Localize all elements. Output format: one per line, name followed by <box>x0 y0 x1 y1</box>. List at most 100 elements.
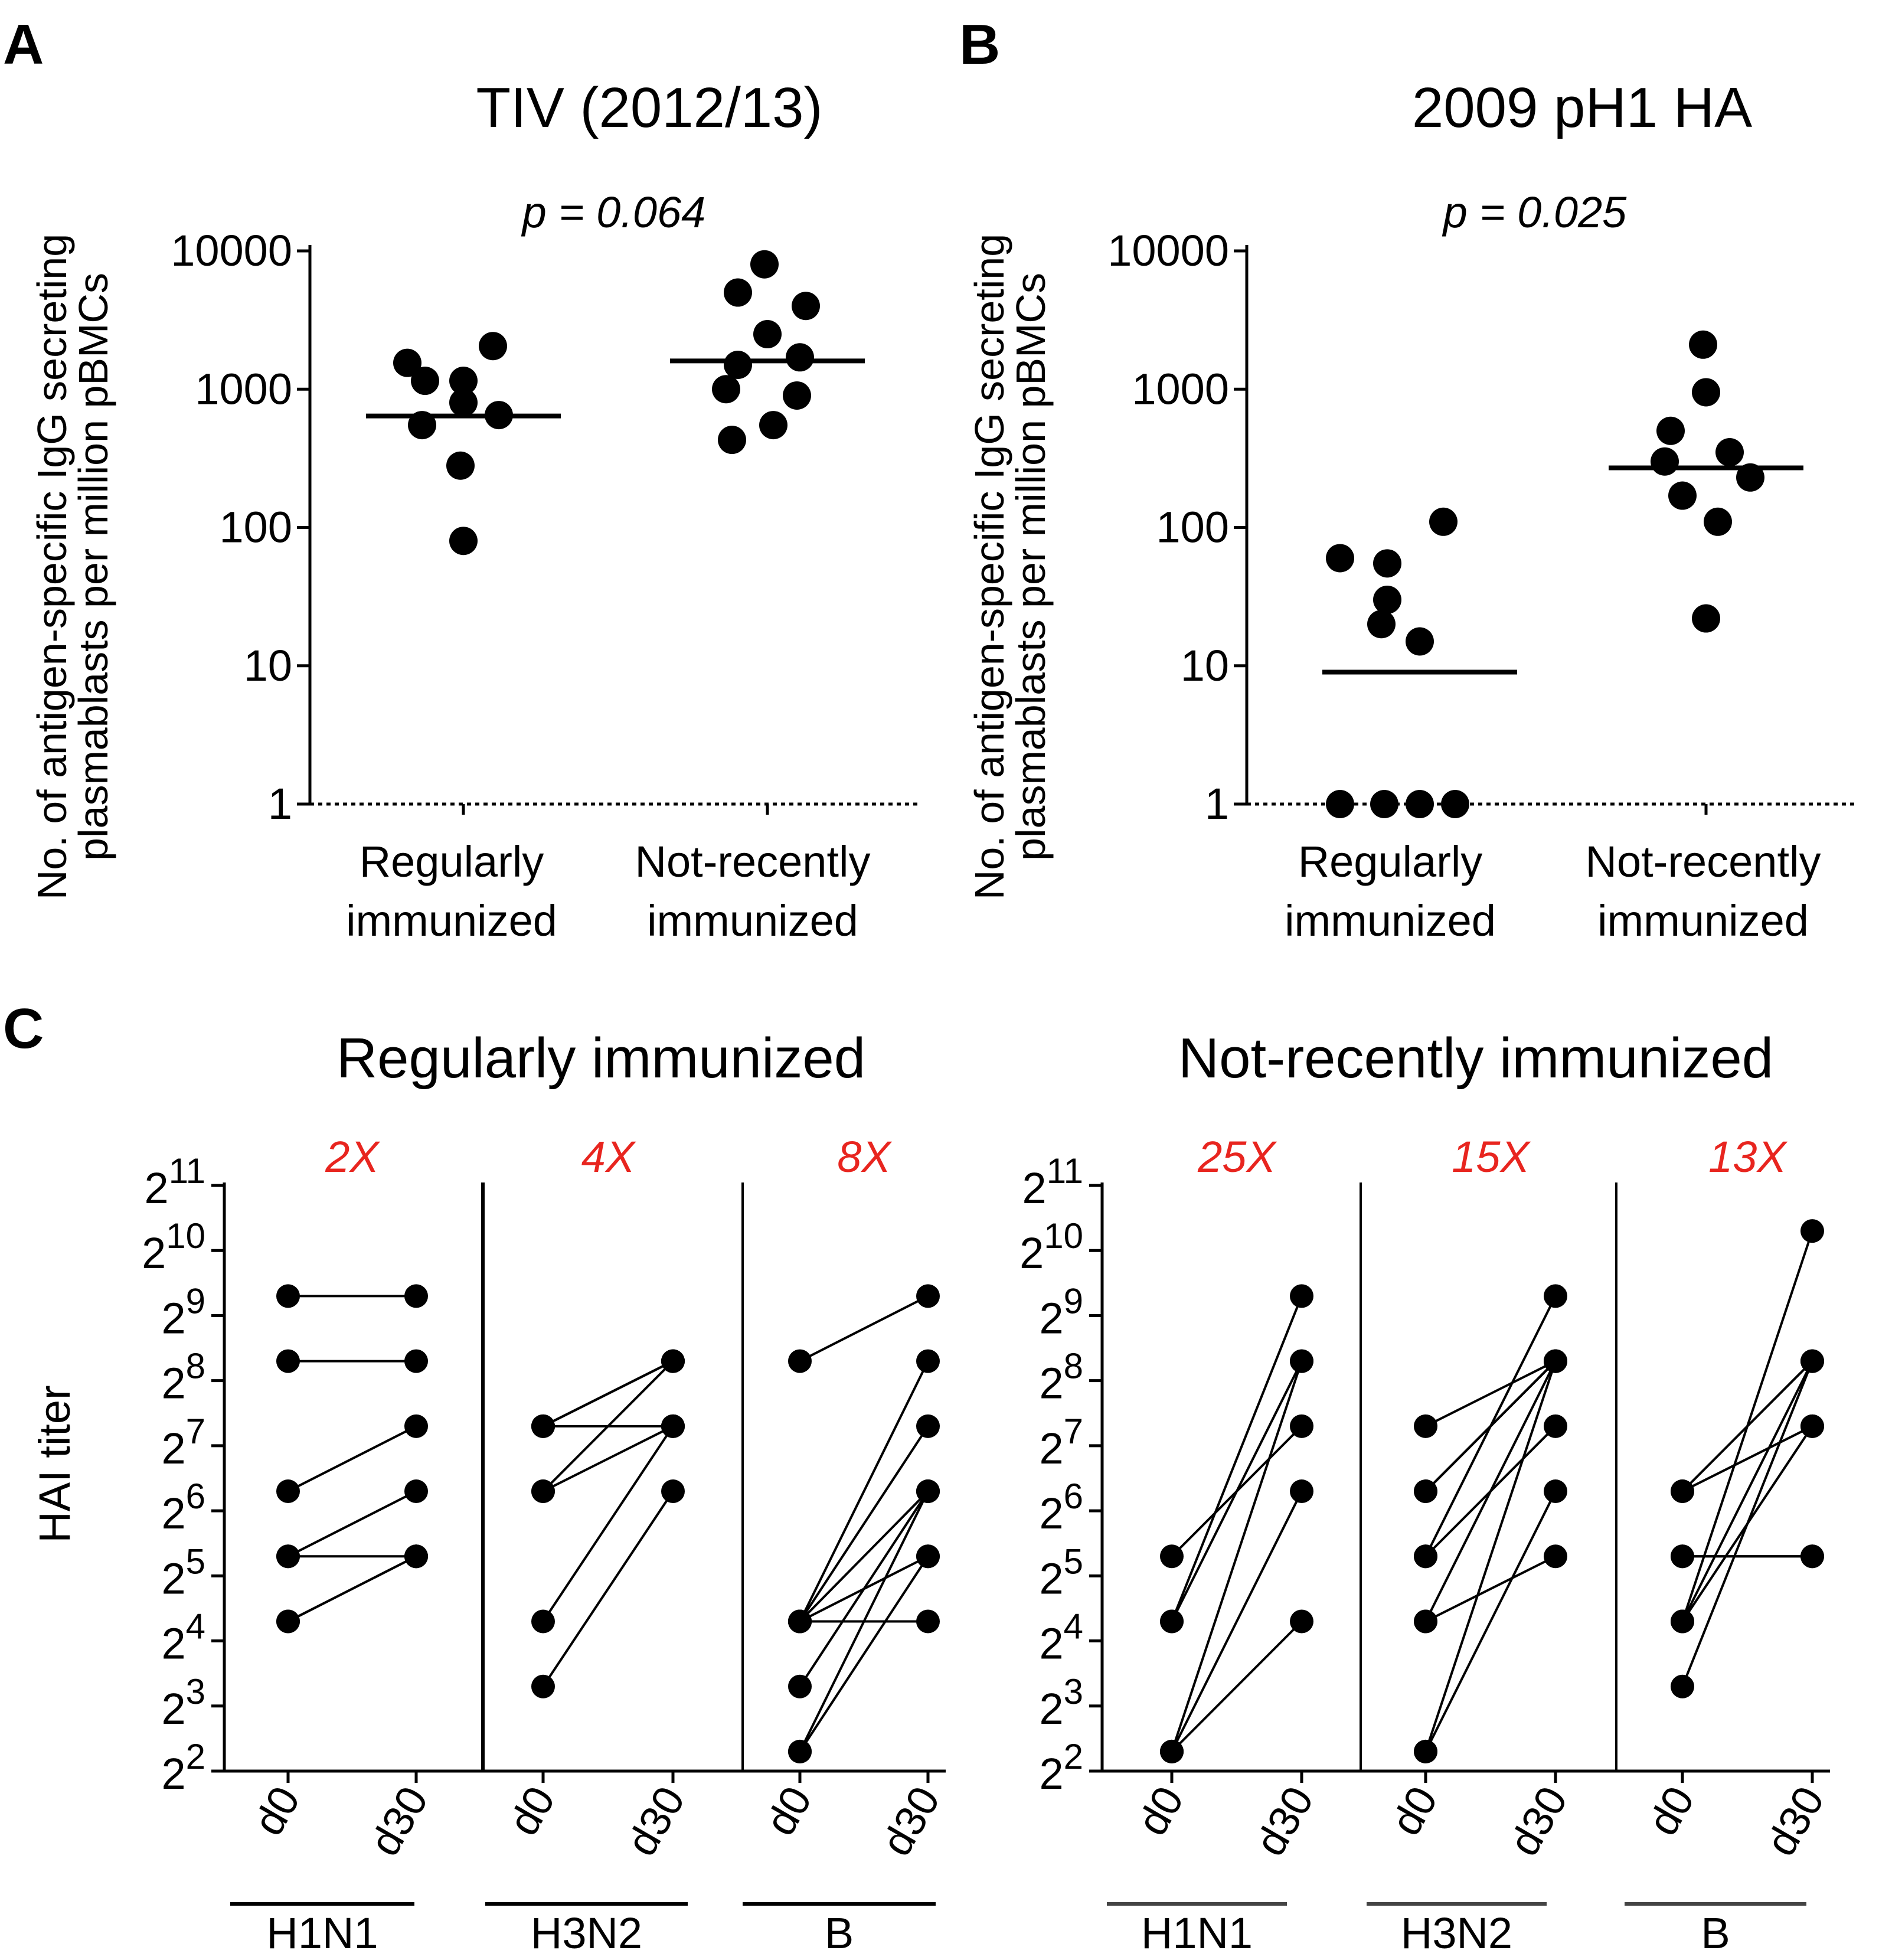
panel-a-group2-label-line2: immunized <box>647 896 858 945</box>
panel-a-group2-point <box>718 426 746 455</box>
panel-c-notrecent-h3n2-fold-label: 15X <box>1452 1132 1531 1181</box>
panel-b-group1-point <box>1367 610 1396 639</box>
panel-c-regular-b-strain-label: B <box>825 1909 854 1958</box>
panel-a-group2-point <box>712 375 740 404</box>
panel-c-notrecent-h3n2-pair-line <box>1425 1555 1556 1623</box>
panel-a-pvalue: p = 0.064 <box>521 188 706 237</box>
panel-c-regular-b-pair-line <box>799 1556 929 1753</box>
panel-b-group2-label-line1: Not-recently <box>1586 837 1821 886</box>
panel-c-notrecent-b-d30-point <box>1800 1414 1824 1438</box>
panel-c-notrecent-h3n2-d0-point <box>1414 1479 1437 1504</box>
panel-c-regular-b-pair-line <box>799 1425 929 1622</box>
panel-b-group1-point <box>1441 790 1469 818</box>
panel-c-regular-ytick-label: 28 <box>161 1347 205 1408</box>
panel-c-regular-b-d30-point <box>916 1609 940 1634</box>
panel-c-regular-h1n1-pair-line <box>287 1490 417 1558</box>
panel-c-regular-h1n1-d30-point <box>404 1544 428 1569</box>
panel-letter-b: B <box>959 13 1000 76</box>
panel-c-notrecent-h1n1-pair-line <box>1171 1491 1303 1752</box>
panel-c-notrecent-h3n2-d0-point <box>1414 1544 1437 1569</box>
panel-c-notrecent-b-d0-point <box>1671 1609 1694 1634</box>
panel-c-regular-h1n1-d30-point <box>404 1479 428 1504</box>
panel-c-regular-h1n1-d0-point <box>276 1284 300 1308</box>
panel-c-regular-b-fold-label: 8X <box>837 1132 892 1181</box>
panel-c-notrecent-h1n1-strain-label: H1N1 <box>1141 1909 1253 1958</box>
panel-b-ytick-label: 1000 <box>1132 364 1229 413</box>
panel-c-notrecent-ytick-label: 22 <box>1039 1737 1083 1798</box>
panel-c-regular-b-pair-line <box>799 1490 929 1687</box>
panel-a-group2-point <box>759 411 787 440</box>
panel-c-regular-h3n2-xtick-label: d30 <box>618 1779 694 1864</box>
panel-c-notrecent-h1n1-d30-point <box>1290 1414 1313 1438</box>
panel-c-regular-h3n2-pair-line <box>542 1360 674 1492</box>
panel-c-notrecent-ytick-label: 211 <box>1022 1151 1083 1213</box>
panel-b-ylabel-line2: plasmablasts per million pBMCs <box>1008 273 1054 861</box>
panel-c-regular-b-pair-line <box>799 1295 929 1363</box>
panel-a-group2-point <box>724 351 752 380</box>
panel-c-regular-ytick-label: 26 <box>161 1476 205 1538</box>
panel-c-notrecent-b-pair-line <box>1681 1230 1813 1622</box>
panel-a-group2-point <box>750 250 779 279</box>
panel-c-notrecent-h1n1-pair-line <box>1171 1295 1303 1622</box>
panel-a-group2-point <box>724 278 752 307</box>
panel-b-title: 2009 pH1 HA <box>1412 76 1752 139</box>
panel-c-regular-h3n2-pair-line <box>543 1425 674 1492</box>
panel-b-group1-point <box>1429 507 1458 536</box>
panel-a-group2-label-line1: Not-recently <box>635 837 871 886</box>
panel-a-group1-point <box>449 388 478 417</box>
panel-c-notrecent-h3n2-pair-line <box>1424 1295 1557 1557</box>
panel-b-group2-point <box>1692 604 1720 633</box>
panel-c-regular-h1n1-xtick-label: d0 <box>245 1779 309 1843</box>
panel-c-notrecent-ytick-label: 26 <box>1039 1476 1083 1538</box>
panel-c-notrecent-b-fold-label: 13X <box>1708 1132 1787 1181</box>
panel-letter-a: A <box>3 13 44 76</box>
panel-c-notrecent-h3n2-xtick-label: d30 <box>1501 1779 1577 1864</box>
panel-c-regular-b-d0-point <box>788 1349 812 1373</box>
panel-c-notrecent-b-xtick-label: d30 <box>1757 1779 1834 1864</box>
panel-c-regular-b-d30-point <box>916 1349 940 1373</box>
panel-c-regular-h3n2-d30-point <box>661 1349 685 1373</box>
panel-a-ytick-label: 1000 <box>195 364 292 413</box>
panel-c-regular-b-pair-line <box>799 1490 929 1622</box>
panel-c-notrecent-h1n1-pair-line <box>1171 1360 1303 1622</box>
panel-b-group1-point <box>1373 549 1401 578</box>
panel-c-notrecent-h1n1-pair-line <box>1171 1621 1303 1753</box>
panel-b-group1-point <box>1406 790 1434 818</box>
panel-c-regular-ytick-label: 27 <box>161 1412 205 1473</box>
panel-c-title-notrecent: Not-recently immunized <box>1178 1027 1773 1090</box>
panel-c-regular-h1n1-d30-point <box>404 1284 428 1308</box>
panel-c-regular-h1n1-xtick-label: d30 <box>361 1779 437 1864</box>
panel-c-regular-h3n2-d0-point <box>531 1674 555 1698</box>
panel-c-regular-h3n2-d30-point <box>661 1479 685 1504</box>
panel-c-regular-b-d0-point <box>788 1674 812 1698</box>
panel-b-ytick-label: 1 <box>1205 779 1229 828</box>
panel-c-regular-b-xtick-label: d0 <box>757 1779 821 1843</box>
panel-c-ylabel: HAI titer <box>30 1385 79 1543</box>
panel-c-regular-h3n2-pair-line <box>542 1425 674 1622</box>
panel-c-notrecent-h3n2-xtick-label: d0 <box>1383 1779 1447 1843</box>
panel-c-notrecent-h1n1-d0-point <box>1160 1739 1184 1763</box>
panel-c-regular-b-pair-line <box>799 1491 929 1752</box>
panel-c-notrecent-h3n2-d30-point <box>1544 1349 1567 1373</box>
panel-a-group2-point <box>753 320 782 349</box>
panel-c-regular-h3n2-strain-label: H3N2 <box>531 1909 642 1958</box>
panel-b-ytick-label: 10000 <box>1107 226 1229 275</box>
panel-c-regular-ytick-label: 23 <box>161 1672 205 1733</box>
panel-c-regular-h3n2-d0-point <box>531 1479 555 1504</box>
panel-c-notrecent-ytick-label: 25 <box>1039 1541 1083 1603</box>
panel-c-notrecent-h3n2-d0-point <box>1414 1414 1437 1438</box>
panel-c-notrecent-b-pair-line <box>1681 1360 1813 1687</box>
panel-c-regular-h1n1-strain-label: H1N1 <box>266 1909 378 1958</box>
panel-c-notrecent-ytick-label: 210 <box>1019 1216 1083 1278</box>
panel-c-regular-b-d30-point <box>916 1414 940 1438</box>
panel-c-regular-ytick-label: 29 <box>161 1281 205 1342</box>
panel-c-notrecent-b-pair-line <box>1681 1360 1813 1622</box>
panel-c-notrecent-h1n1-d0-point <box>1160 1609 1184 1634</box>
panel-c-notrecent-b-d30-point <box>1800 1349 1824 1373</box>
panel-c-notrecent-ytick-label: 27 <box>1039 1412 1083 1473</box>
panel-c-regular-h1n1-d30-point <box>404 1349 428 1373</box>
panel-a-ytick-label: 10000 <box>171 226 292 275</box>
panel-b-group1-point <box>1373 585 1401 614</box>
panel-b-ytick-label: 10 <box>1181 641 1229 690</box>
panel-c-regular-h1n1-pair-line <box>287 1555 417 1623</box>
